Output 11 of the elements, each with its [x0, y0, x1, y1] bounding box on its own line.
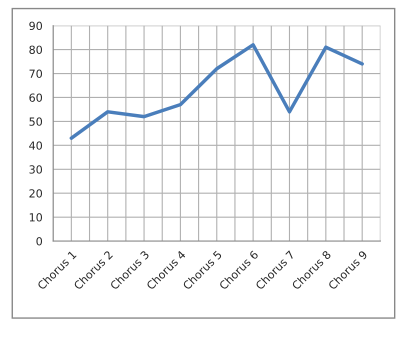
y-tick-label: 40: [29, 141, 42, 150]
y-tick-label: 50: [29, 117, 42, 126]
y-tick-label: 60: [29, 93, 42, 102]
y-tick-label: 70: [30, 70, 42, 78]
y-tick-label: 0: [36, 237, 42, 246]
line-series: [70, 43, 364, 140]
y-tick-label: 80: [29, 46, 42, 54]
y-tick-label: 10: [30, 213, 42, 222]
y-tick-label: 20: [29, 189, 42, 198]
y-tick-label: 30: [29, 165, 42, 174]
y-tick-label: 90: [29, 22, 42, 30]
